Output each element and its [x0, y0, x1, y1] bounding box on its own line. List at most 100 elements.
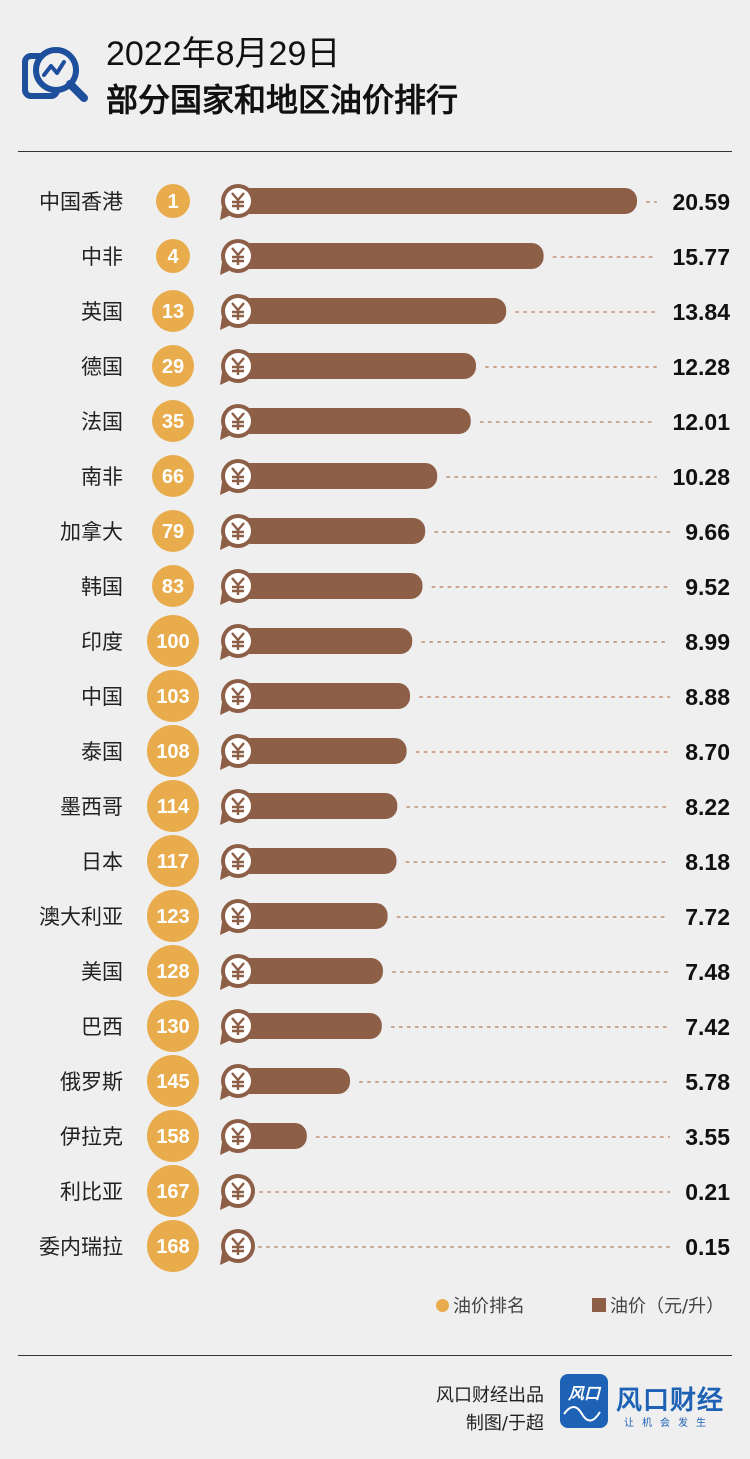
brand-logo: 风口	[560, 1374, 608, 1428]
yuan-sign	[231, 1127, 245, 1145]
legend: 油价排名 油价（元/升）	[0, 1292, 750, 1322]
category-label: 印度	[81, 630, 123, 654]
yuan-sign	[231, 1017, 245, 1035]
rank-label: 29	[162, 356, 184, 378]
rank-circle	[147, 615, 199, 667]
price-value: 7.72	[685, 904, 730, 930]
category-label: 英国	[81, 300, 123, 324]
rank-circle	[152, 565, 194, 607]
category-label: 利比亚	[60, 1180, 123, 1204]
rank-circle	[147, 1000, 199, 1052]
price-value: 8.88	[685, 684, 730, 710]
price-bar	[238, 738, 407, 764]
price-bar	[238, 408, 471, 434]
yuan-sign	[231, 742, 245, 760]
yuan-sign	[231, 192, 245, 210]
chart-title: 部分国家和地区油价排行	[106, 81, 459, 119]
yuan-sign	[231, 797, 245, 815]
legend-rank-swatch	[436, 1298, 449, 1312]
rank-circle	[156, 184, 190, 218]
rank-label: 167	[156, 1181, 189, 1203]
yuan-sign	[231, 687, 245, 705]
category-label: 委内瑞拉	[39, 1235, 123, 1259]
rank-circle	[147, 1110, 199, 1162]
category-label: 中非	[81, 245, 123, 269]
category-label: 南非	[81, 465, 123, 489]
bar-chart: 中国香港 1 20.59 中非 4 15.77 英国 13 13.84 德国 29 12.28 法国 35…	[39, 184, 730, 1272]
yuan-sign	[231, 852, 245, 870]
rank-label: 128	[156, 961, 189, 983]
rank-label: 1	[167, 191, 178, 213]
brand-name: 风口财经	[616, 1386, 725, 1416]
rank-label: 130	[156, 1016, 189, 1038]
yuan-sign	[231, 522, 245, 540]
category-label: 泰国	[81, 740, 123, 764]
category-label: 中国	[81, 685, 123, 709]
category-label: 美国	[81, 960, 123, 984]
price-value: 0.15	[685, 1234, 730, 1260]
price-value: 13.84	[672, 299, 730, 325]
yuan-sign	[231, 907, 245, 925]
brand-slogan: 让机会发生	[624, 1418, 714, 1429]
category-label: 中国香港	[39, 190, 123, 214]
yuan-sign	[231, 412, 245, 430]
brand-wave-icon	[563, 1406, 601, 1422]
category-label: 德国	[81, 355, 123, 379]
price-bar	[238, 243, 544, 269]
rank-label: 35	[162, 411, 184, 433]
yuan-sign	[231, 962, 245, 980]
price-bar	[238, 683, 411, 709]
rank-label: 123	[156, 906, 189, 928]
category-label: 巴西	[81, 1015, 123, 1039]
category-label: 澳大利亚	[39, 905, 123, 929]
category-label: 韩国	[81, 575, 123, 599]
search-chart-icon	[22, 47, 88, 102]
price-value: 5.78	[685, 1069, 730, 1095]
price-value: 8.18	[685, 849, 730, 875]
rank-circle	[152, 510, 194, 552]
rank-label: 168	[156, 1236, 189, 1258]
category-label: 加拿大	[60, 520, 123, 544]
price-value: 9.66	[685, 519, 730, 545]
price-bar	[238, 958, 383, 984]
rank-circle	[147, 1220, 199, 1272]
yuan-sign	[231, 1072, 245, 1090]
price-bar	[238, 518, 426, 544]
price-value: 10.28	[672, 464, 730, 490]
category-label: 法国	[81, 410, 123, 434]
category-label: 日本	[81, 850, 123, 874]
rank-circle	[152, 400, 194, 442]
category-label: 俄罗斯	[60, 1070, 123, 1094]
credit-designer: 制图/于超	[465, 1413, 544, 1434]
rank-label: 158	[156, 1126, 189, 1148]
price-value: 0.21	[685, 1179, 730, 1205]
rank-circle	[147, 945, 199, 997]
price-bar	[238, 1123, 307, 1149]
legend-rank-label: 油价排名	[453, 1296, 525, 1317]
yuan-sign	[231, 467, 245, 485]
price-value: 8.99	[685, 629, 730, 655]
price-bar	[238, 463, 438, 489]
price-bar	[238, 903, 388, 929]
price-value: 7.42	[685, 1014, 730, 1040]
price-bar	[238, 1068, 351, 1094]
rank-circle	[147, 1055, 199, 1107]
price-value: 8.22	[685, 794, 730, 820]
price-value: 15.77	[672, 244, 730, 270]
rank-circle	[147, 835, 199, 887]
price-bar	[238, 628, 413, 654]
price-value: 8.70	[685, 739, 730, 765]
rank-label: 13	[162, 301, 184, 323]
category-label: 伊拉克	[60, 1125, 123, 1149]
yuan-sign	[231, 302, 245, 320]
yuan-sign	[231, 1237, 245, 1255]
price-bar	[238, 298, 507, 324]
price-bar	[238, 1013, 382, 1039]
rank-label: 103	[156, 686, 189, 708]
price-bar	[238, 848, 397, 874]
rank-label: 145	[156, 1071, 189, 1093]
price-bar	[238, 188, 637, 214]
rank-circle	[156, 239, 190, 273]
rank-label: 114	[157, 796, 190, 818]
rank-circle	[147, 890, 199, 942]
